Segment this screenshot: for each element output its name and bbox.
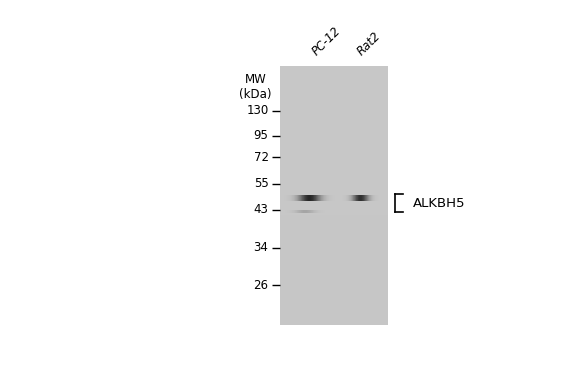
Text: 26: 26	[254, 279, 268, 292]
Text: 43: 43	[254, 203, 268, 216]
Text: 130: 130	[246, 104, 268, 117]
Text: MW
(kDa): MW (kDa)	[239, 73, 272, 101]
Text: 95: 95	[254, 129, 268, 142]
Text: PC-12: PC-12	[310, 25, 343, 59]
Text: ALKBH5: ALKBH5	[413, 197, 466, 210]
Text: Rat2: Rat2	[354, 30, 383, 59]
Text: 55: 55	[254, 177, 268, 190]
Text: 34: 34	[254, 241, 268, 254]
Text: 72: 72	[254, 151, 268, 164]
